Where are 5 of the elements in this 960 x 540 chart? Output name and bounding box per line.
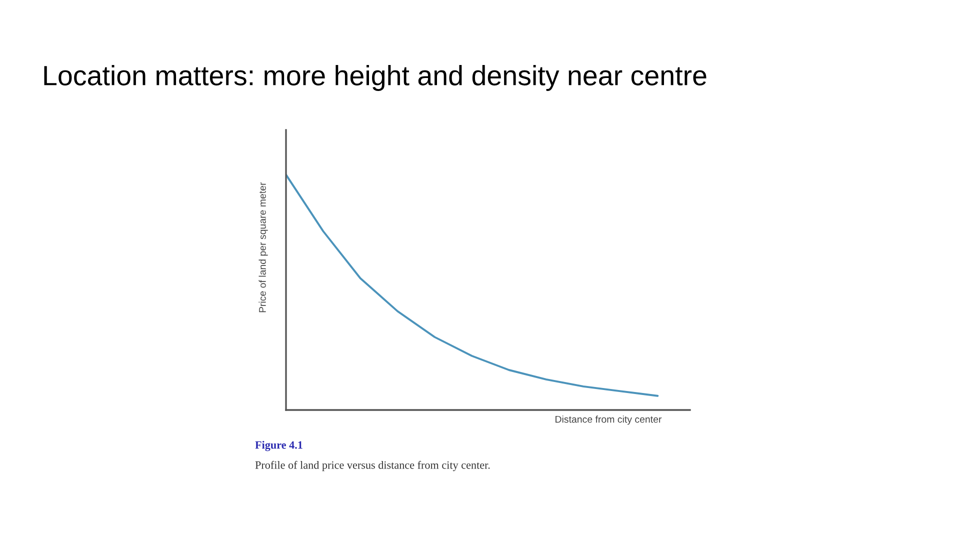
caption: Figure 4.1 [255, 440, 302, 452]
x-axis-title: Distance from city center [556, 416, 662, 425]
text: Profile of land price versus distance from city center. [255, 460, 490, 472]
y-axis-title: Price of land per square meter [258, 182, 268, 312]
chart-title: Location matters: more height and density near centre [44, 65, 706, 91]
